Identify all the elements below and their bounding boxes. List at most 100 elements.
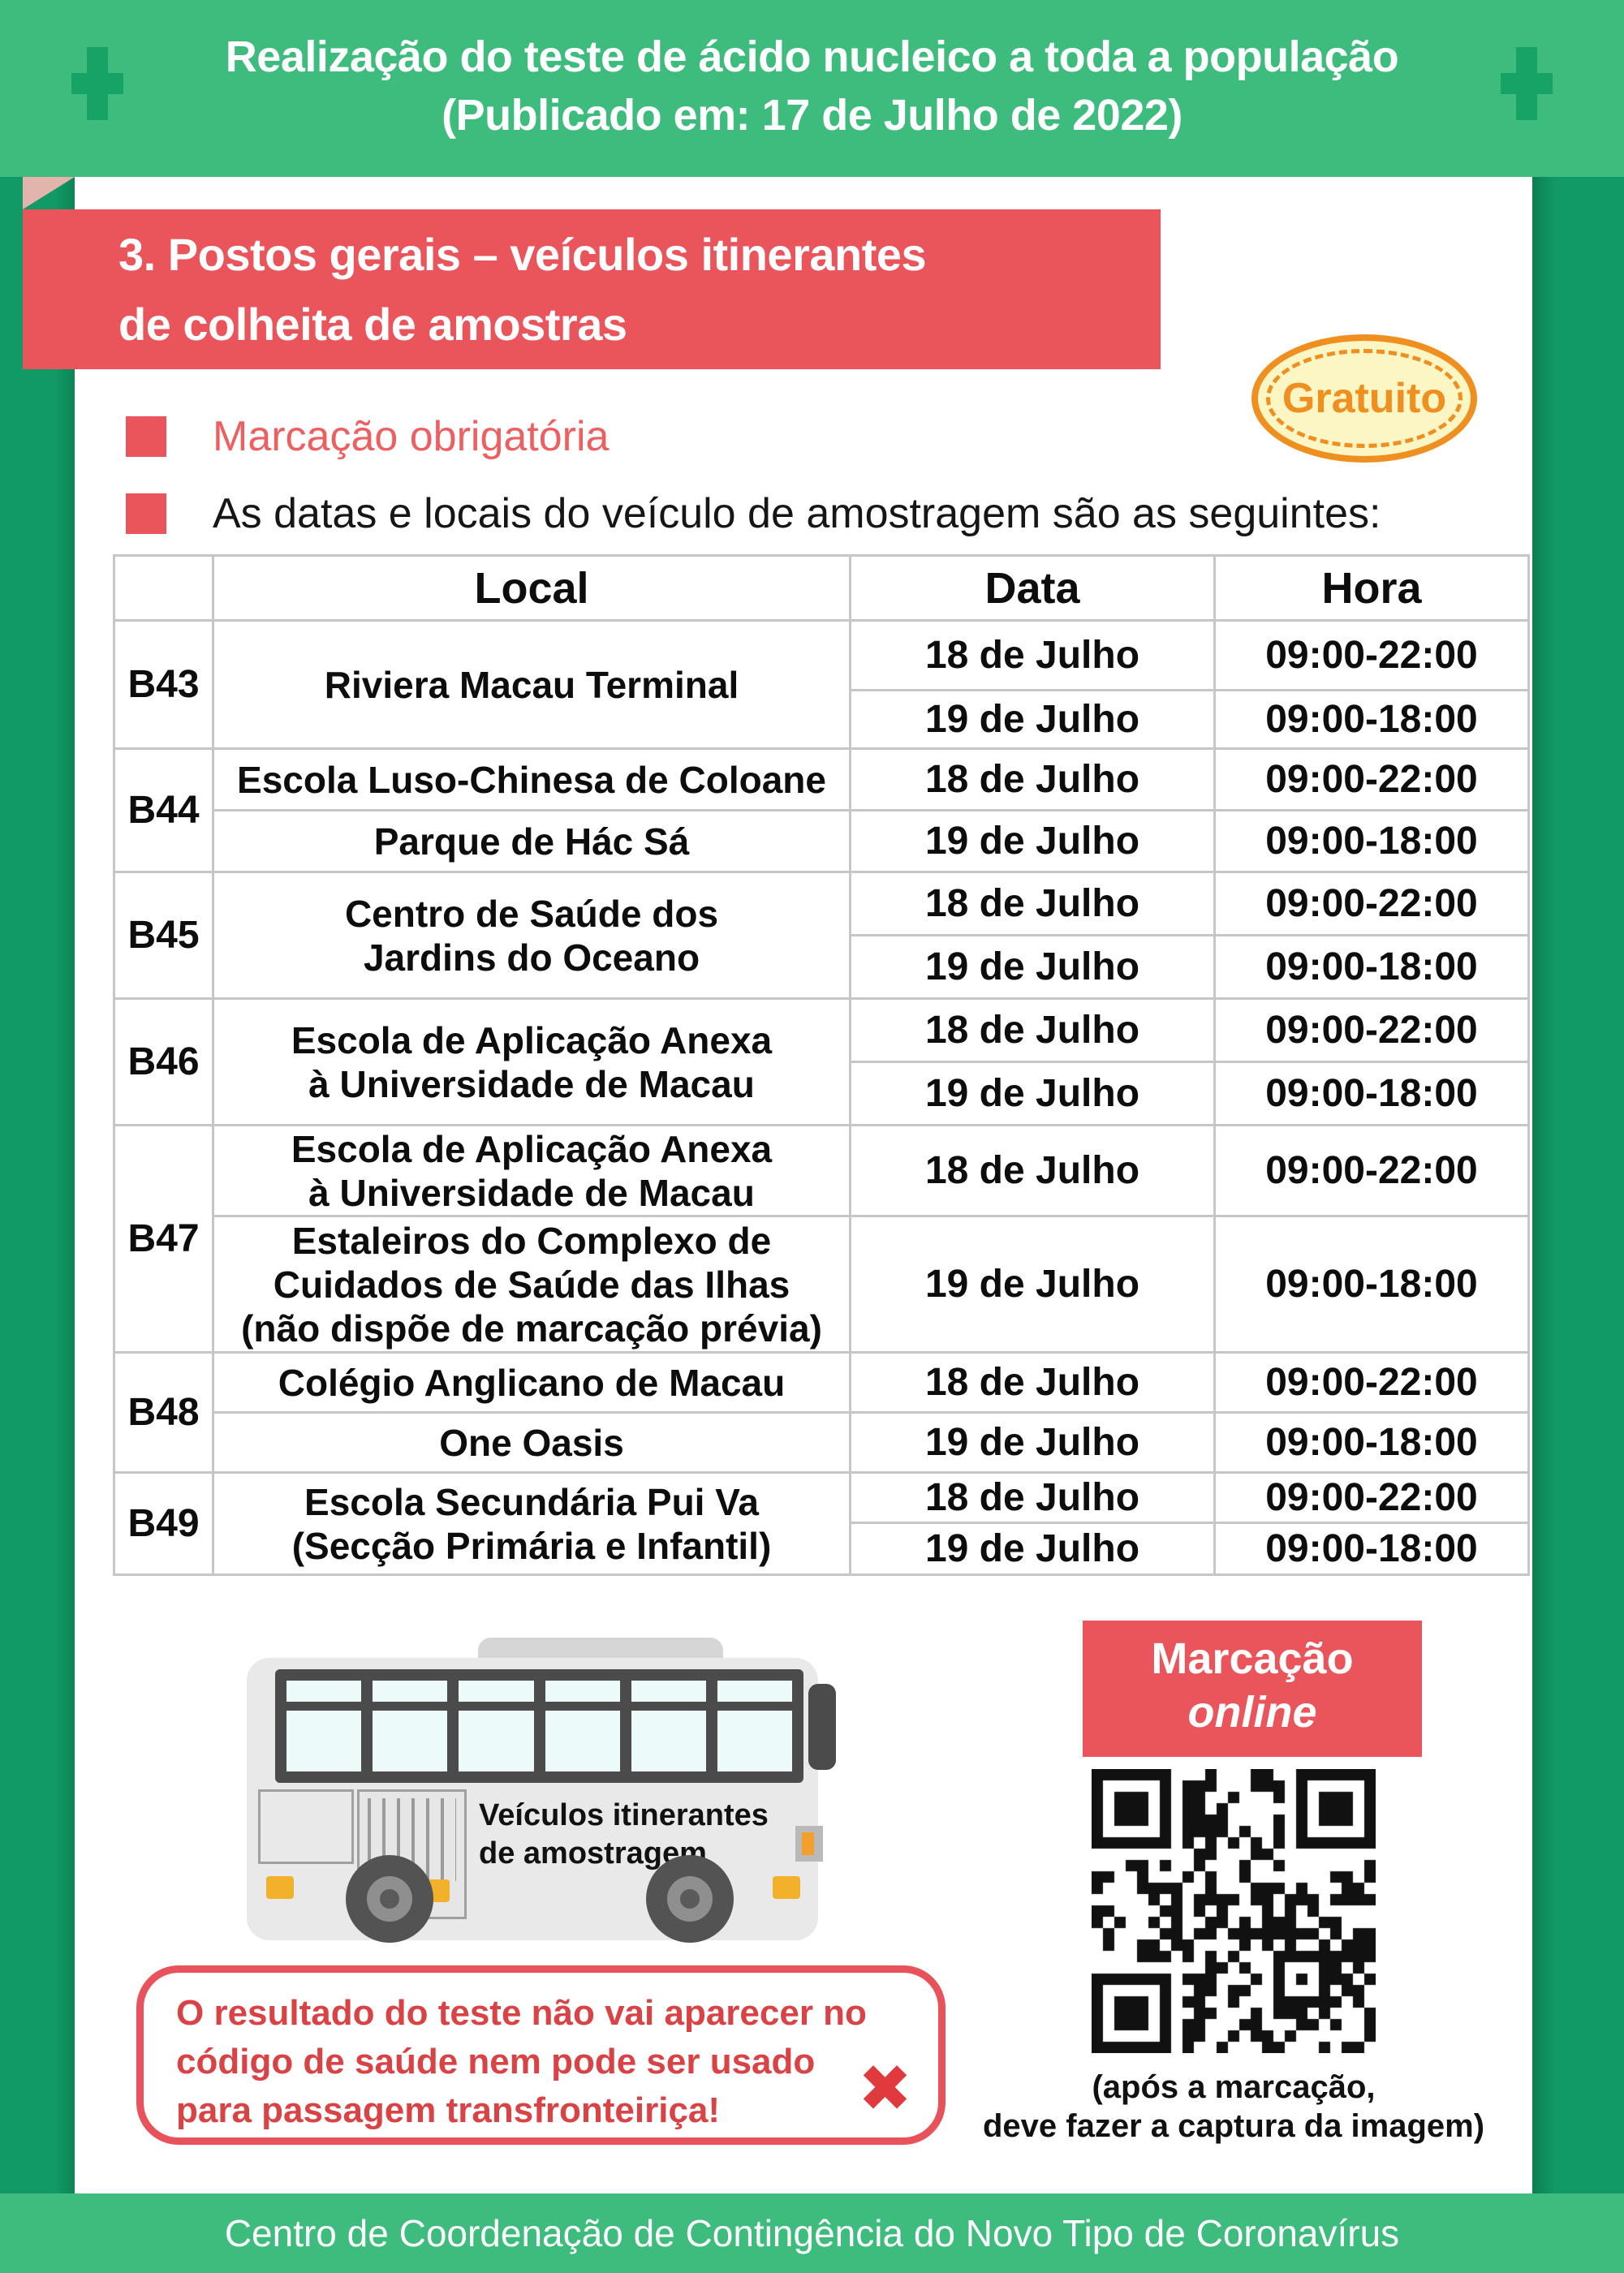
station-code: B44	[113, 747, 214, 873]
station-date: 19 de Julho	[849, 809, 1216, 873]
table-row: B47 Escola de Aplicação Anexa à Universi…	[113, 1124, 1530, 1354]
station-date: 18 de Julho	[849, 997, 1216, 1063]
station-local: One Oasis	[212, 1411, 851, 1474]
station-local: Parque de Hác Sá	[212, 809, 851, 873]
station-local: Riviera Macau Terminal	[212, 619, 851, 750]
station-local: Colégio Anglicano de Macau	[212, 1351, 851, 1414]
left-margin-strip	[0, 177, 75, 2193]
station-hours: 09:00-22:00	[1213, 747, 1530, 811]
table-row: 19 de Julho 09:00-18:00	[114, 689, 1530, 750]
bus-window-pane	[631, 1681, 706, 1771]
station-hours: 09:00-18:00	[1213, 1061, 1530, 1126]
header-banner: Realização do teste de ácido nucleico a …	[0, 0, 1624, 177]
station-date: 18 de Julho	[849, 1471, 1216, 1524]
station-date: 18 de Julho	[849, 1124, 1216, 1217]
station-code: B48	[113, 1351, 214, 1474]
station-hours: 09:00-22:00	[1213, 871, 1530, 936]
station-hours: 09:00-18:00	[1213, 1522, 1530, 1576]
station-hours: 09:00-18:00	[1213, 689, 1530, 750]
station-hours: 09:00-22:00	[1213, 1471, 1530, 1524]
station-hours: 09:00-18:00	[1213, 934, 1530, 1000]
station-code: B46	[113, 997, 214, 1126]
station-local: Centro de Saúde dos Jardins do Oceano	[212, 871, 851, 1000]
table-row: B46 Escola de Aplicação Anexa à Universi…	[113, 997, 1530, 1126]
online-booking-line2: online	[1187, 1688, 1317, 1737]
station-hours: 09:00-22:00	[1213, 619, 1530, 691]
col-header-code	[113, 554, 214, 622]
col-header-local: Local	[212, 554, 851, 622]
bus-window-pane	[373, 1681, 448, 1771]
bus-label: Veículos itinerantes de amostragem	[479, 1798, 769, 1870]
footer-text: Centro de Coordenação de Contingência do…	[224, 2212, 1400, 2254]
table-row: 19 de Julho 09:00-18:00	[114, 1522, 1530, 1576]
station-date: 19 de Julho	[849, 1215, 1216, 1354]
station-local: Escola de Aplicação Anexa à Universidade…	[212, 997, 851, 1126]
online-booking-box: Marcação online	[1083, 1621, 1422, 1757]
station-hours: 09:00-18:00	[1213, 1215, 1530, 1354]
qr-code	[1092, 1769, 1376, 2053]
col-header-hora: Hora	[1213, 554, 1530, 622]
table-row: One Oasis 19 de Julho 09:00-18:00	[114, 1411, 1530, 1474]
table-row: B44 Escola Luso-Chinesa de Coloane 18 de…	[113, 747, 1530, 873]
station-date: 19 de Julho	[849, 1061, 1216, 1126]
warning-text: O resultado do teste não vai aparecer no…	[176, 1993, 867, 2130]
col-header-data: Data	[849, 554, 1216, 622]
station-date: 19 de Julho	[849, 1522, 1216, 1576]
table-row: B49 Escola Secundária Pui Va (Secção Pri…	[113, 1471, 1530, 1576]
station-hours: 09:00-18:00	[1213, 809, 1530, 873]
bullet-square-icon	[126, 416, 166, 457]
station-hours: 09:00-22:00	[1213, 997, 1530, 1063]
station-code: B49	[113, 1471, 214, 1576]
station-date: 18 de Julho	[849, 871, 1216, 936]
table-row: 19 de Julho 09:00-18:00	[114, 1061, 1530, 1126]
table-row: Parque de Hác Sá 19 de Julho 09:00-18:00	[114, 809, 1530, 873]
footer-banner: Centro de Coordenação de Contingência do…	[0, 2193, 1624, 2273]
right-margin-strip	[1532, 177, 1624, 2193]
page-title: Realização do teste de ácido nucleico a …	[0, 28, 1624, 144]
station-date: 19 de Julho	[849, 689, 1216, 750]
bus-side-light	[795, 1826, 823, 1862]
bus-windows	[275, 1669, 803, 1783]
schedule-table: Local Data Hora B43 Riviera Macau Termin…	[113, 554, 1530, 1576]
table-row: Estaleiros do Complexo de Cuidados de Sa…	[114, 1215, 1530, 1354]
table-row: 19 de Julho 09:00-18:00	[114, 934, 1530, 1000]
table-row: B48 Colégio Anglicano de Macau 18 de Jul…	[113, 1351, 1530, 1474]
bus-wheel	[346, 1855, 433, 1943]
station-local: Estaleiros do Complexo de Cuidados de Sa…	[212, 1215, 851, 1354]
station-code: B47	[113, 1124, 214, 1354]
cross-x-icon: ✖	[857, 2052, 912, 2124]
bus-yellow-light	[773, 1876, 800, 1899]
station-local: Escola de Aplicação Anexa à Universidade…	[212, 1124, 851, 1217]
warning-box: O resultado do teste não vai aparecer no…	[136, 1965, 946, 2145]
bus-mirror	[808, 1684, 836, 1770]
free-badge-label: Gratuito	[1282, 375, 1447, 422]
station-local: Escola Secundária Pui Va (Secção Primári…	[212, 1471, 851, 1576]
bus-window-pane	[545, 1681, 620, 1771]
station-code: B43	[113, 619, 214, 750]
station-hours: 09:00-22:00	[1213, 1124, 1530, 1217]
sampling-bus-illustration: Veículos itinerantes de amostragem	[247, 1638, 844, 1946]
bus-window-pane	[286, 1681, 362, 1771]
station-hours: 09:00-18:00	[1213, 1411, 1530, 1474]
medical-cross-icon	[1501, 47, 1553, 120]
station-code: B45	[113, 871, 214, 1000]
bus-window-pane	[459, 1681, 534, 1771]
bus-yellow-light	[266, 1876, 294, 1899]
free-badge: Gratuito	[1251, 334, 1477, 463]
station-date: 18 de Julho	[849, 619, 1216, 691]
bus-wheel	[646, 1855, 734, 1943]
station-date: 19 de Julho	[849, 1411, 1216, 1474]
section-title-ribbon: 3. Postos gerais – veículos itinerantes …	[23, 209, 1161, 369]
medical-cross-icon	[71, 47, 123, 120]
table-row: B45 Centro de Saúde dos Jardins do Ocean…	[113, 871, 1530, 1000]
table-row: B43 Riviera Macau Terminal 18 de Julho 0…	[113, 619, 1530, 750]
station-date: 19 de Julho	[849, 934, 1216, 1000]
station-hours: 09:00-22:00	[1213, 1351, 1530, 1414]
table-header-row: Local Data Hora	[113, 554, 1530, 622]
qr-caption: (após a marcação, deve fazer a captura d…	[982, 2069, 1485, 2144]
bullet-dates-locations: As datas e locais do veículo de amostrag…	[213, 490, 1381, 537]
station-local: Escola Luso-Chinesa de Coloane	[212, 747, 851, 811]
bullet-square-icon	[126, 493, 166, 534]
page-title-line1: Realização do teste de ácido nucleico a …	[225, 32, 1399, 81]
station-date: 18 de Julho	[849, 747, 1216, 811]
